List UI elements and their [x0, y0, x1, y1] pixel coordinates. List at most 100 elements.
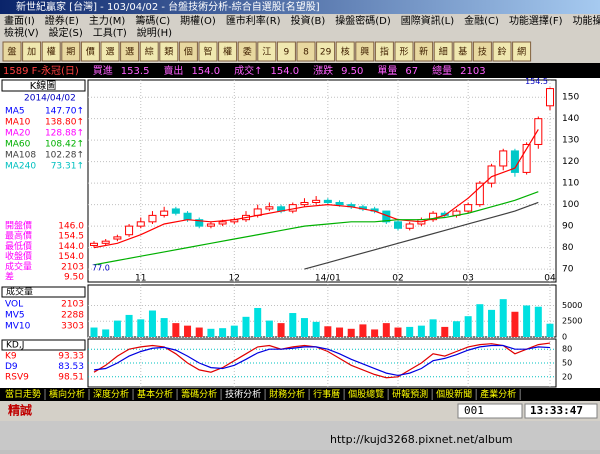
ma-value: 128.88↑ — [45, 129, 84, 139]
tool-label: 基 — [458, 46, 467, 58]
tool-label: 委 — [243, 46, 252, 58]
candle-body — [301, 202, 308, 204]
tab[interactable]: 基本分析 — [137, 388, 173, 400]
menu-item[interactable]: 工具(T) — [93, 27, 127, 39]
tool-label: 網 — [517, 46, 526, 58]
menu-item[interactable]: 期權(O) — [180, 14, 216, 27]
quote-value: 153.5 — [121, 66, 150, 77]
y-tick-label: 150 — [562, 93, 579, 103]
tool-label: 指 — [380, 46, 389, 58]
candle-body — [102, 241, 109, 243]
y-tick-label: 2500 — [562, 317, 582, 326]
ohlc-value: 9.50 — [64, 273, 84, 283]
quote-label: 總量 — [432, 64, 452, 77]
tab[interactable]: 個股新聞 — [436, 388, 472, 400]
ohlc-label: 成交量 — [5, 260, 32, 272]
tool-label: 9 — [284, 48, 290, 58]
candle-body — [114, 237, 121, 239]
ma-value: 138.80↑ — [45, 118, 84, 128]
menu-item[interactable]: 功能操作(E) — [573, 14, 600, 27]
menu-item[interactable]: 籌碼(C) — [135, 14, 170, 27]
vol-value: 2103 — [61, 300, 84, 310]
menu-item[interactable]: 畫面(I) — [4, 14, 35, 27]
candle-body — [126, 226, 133, 235]
panel-title: 成交量 — [6, 286, 33, 298]
volume-bar — [207, 329, 214, 337]
tab[interactable]: 深度分析 — [93, 388, 129, 400]
quote-label: 單量 — [377, 65, 397, 77]
tool-label: 智 — [203, 46, 212, 58]
volume-bar — [102, 329, 109, 337]
tool-label: 加 — [27, 47, 36, 58]
volume-bar — [430, 319, 437, 337]
menu-item[interactable]: 投資(B) — [291, 14, 326, 27]
y-tick-label: 120 — [562, 157, 579, 167]
symbol: 1589 F-永冠(日) — [3, 64, 79, 77]
tab[interactable]: 行事曆 — [313, 388, 340, 400]
tab[interactable]: 橫向分析 — [49, 388, 85, 400]
candle-body — [184, 213, 191, 219]
volume-bar — [546, 324, 553, 337]
tool-label: 8 — [303, 48, 309, 58]
candle-body — [535, 119, 542, 145]
volume-bar — [324, 326, 331, 337]
volume-bar — [371, 329, 378, 337]
menu-item[interactable]: 設定(S) — [49, 26, 83, 39]
ohlc-value: 154.0 — [58, 252, 84, 262]
ma-value: 73.31↑ — [51, 162, 84, 172]
volume-bar — [359, 324, 366, 337]
y-tick-label: 50 — [562, 359, 572, 368]
ohlc-label: 收盤價 — [5, 250, 32, 262]
tool-label: 技 — [478, 46, 487, 58]
ma-name: MA240 — [5, 162, 36, 172]
ohlc-label: 差 — [5, 271, 14, 283]
candle-body — [161, 211, 168, 215]
ohlc-label: 最低價 — [5, 240, 32, 252]
candle-body — [324, 200, 331, 202]
tool-label: 核 — [341, 46, 350, 58]
menu-item[interactable]: 主力(M) — [89, 14, 126, 27]
menu-item[interactable]: 證券(E) — [45, 14, 79, 27]
quote-label: 賣出 — [163, 64, 183, 77]
candle-body — [500, 151, 507, 166]
tab[interactable]: 產業分析 — [480, 388, 516, 400]
volume-bar — [289, 313, 296, 337]
y-tick-label: 80 — [562, 345, 572, 354]
quote-label: 買進 — [93, 65, 113, 77]
tool-label: 價 — [86, 47, 95, 58]
menu-item[interactable]: 操盤密碼(D) — [335, 14, 391, 27]
tool-label: 類 — [164, 47, 173, 58]
tool-label: 選 — [105, 47, 114, 58]
volume-bar — [441, 327, 448, 337]
volume-bar — [394, 328, 401, 337]
tool-label: 綜 — [145, 46, 154, 58]
menu-item[interactable]: 金融(C) — [464, 14, 499, 27]
tab[interactable]: 當日走勢 — [5, 388, 41, 400]
tab[interactable]: 技術分析 — [225, 388, 261, 400]
tab[interactable]: 籌碼分析 — [181, 388, 217, 400]
volume-bar — [219, 328, 226, 337]
x-tick-label: 12 — [229, 274, 240, 284]
volume-bar — [126, 315, 133, 337]
ma-value: 108.42↑ — [45, 140, 84, 150]
menu-item[interactable]: 國際資訊(L) — [401, 14, 454, 27]
menu-item[interactable]: 匯市利率(R) — [226, 14, 281, 27]
tab[interactable]: 個股總覽 — [348, 388, 384, 400]
kd-value: 83.53 — [58, 362, 84, 372]
tool-label: 權 — [47, 46, 56, 58]
quote-value: 154.0 — [270, 66, 299, 77]
quote-value: 154.0 — [191, 66, 220, 77]
ohlc-label: 最高價 — [5, 230, 32, 242]
tab[interactable]: 財務分析 — [269, 388, 305, 400]
x-tick-label: 14/01 — [315, 274, 341, 284]
menu-item[interactable]: 說明(H) — [137, 26, 172, 39]
vol-name: VOL — [5, 300, 23, 310]
menu-item[interactable]: 功能選擇(F) — [509, 14, 563, 27]
candle-body — [488, 166, 495, 183]
candle-body — [172, 209, 179, 213]
panel-title: K線圖 — [30, 79, 57, 92]
volume-bar — [500, 299, 507, 337]
menu-item[interactable]: 檢視(V) — [4, 26, 39, 39]
tab[interactable]: 研報預測 — [392, 388, 428, 400]
ma-name: MA10 — [5, 118, 31, 128]
